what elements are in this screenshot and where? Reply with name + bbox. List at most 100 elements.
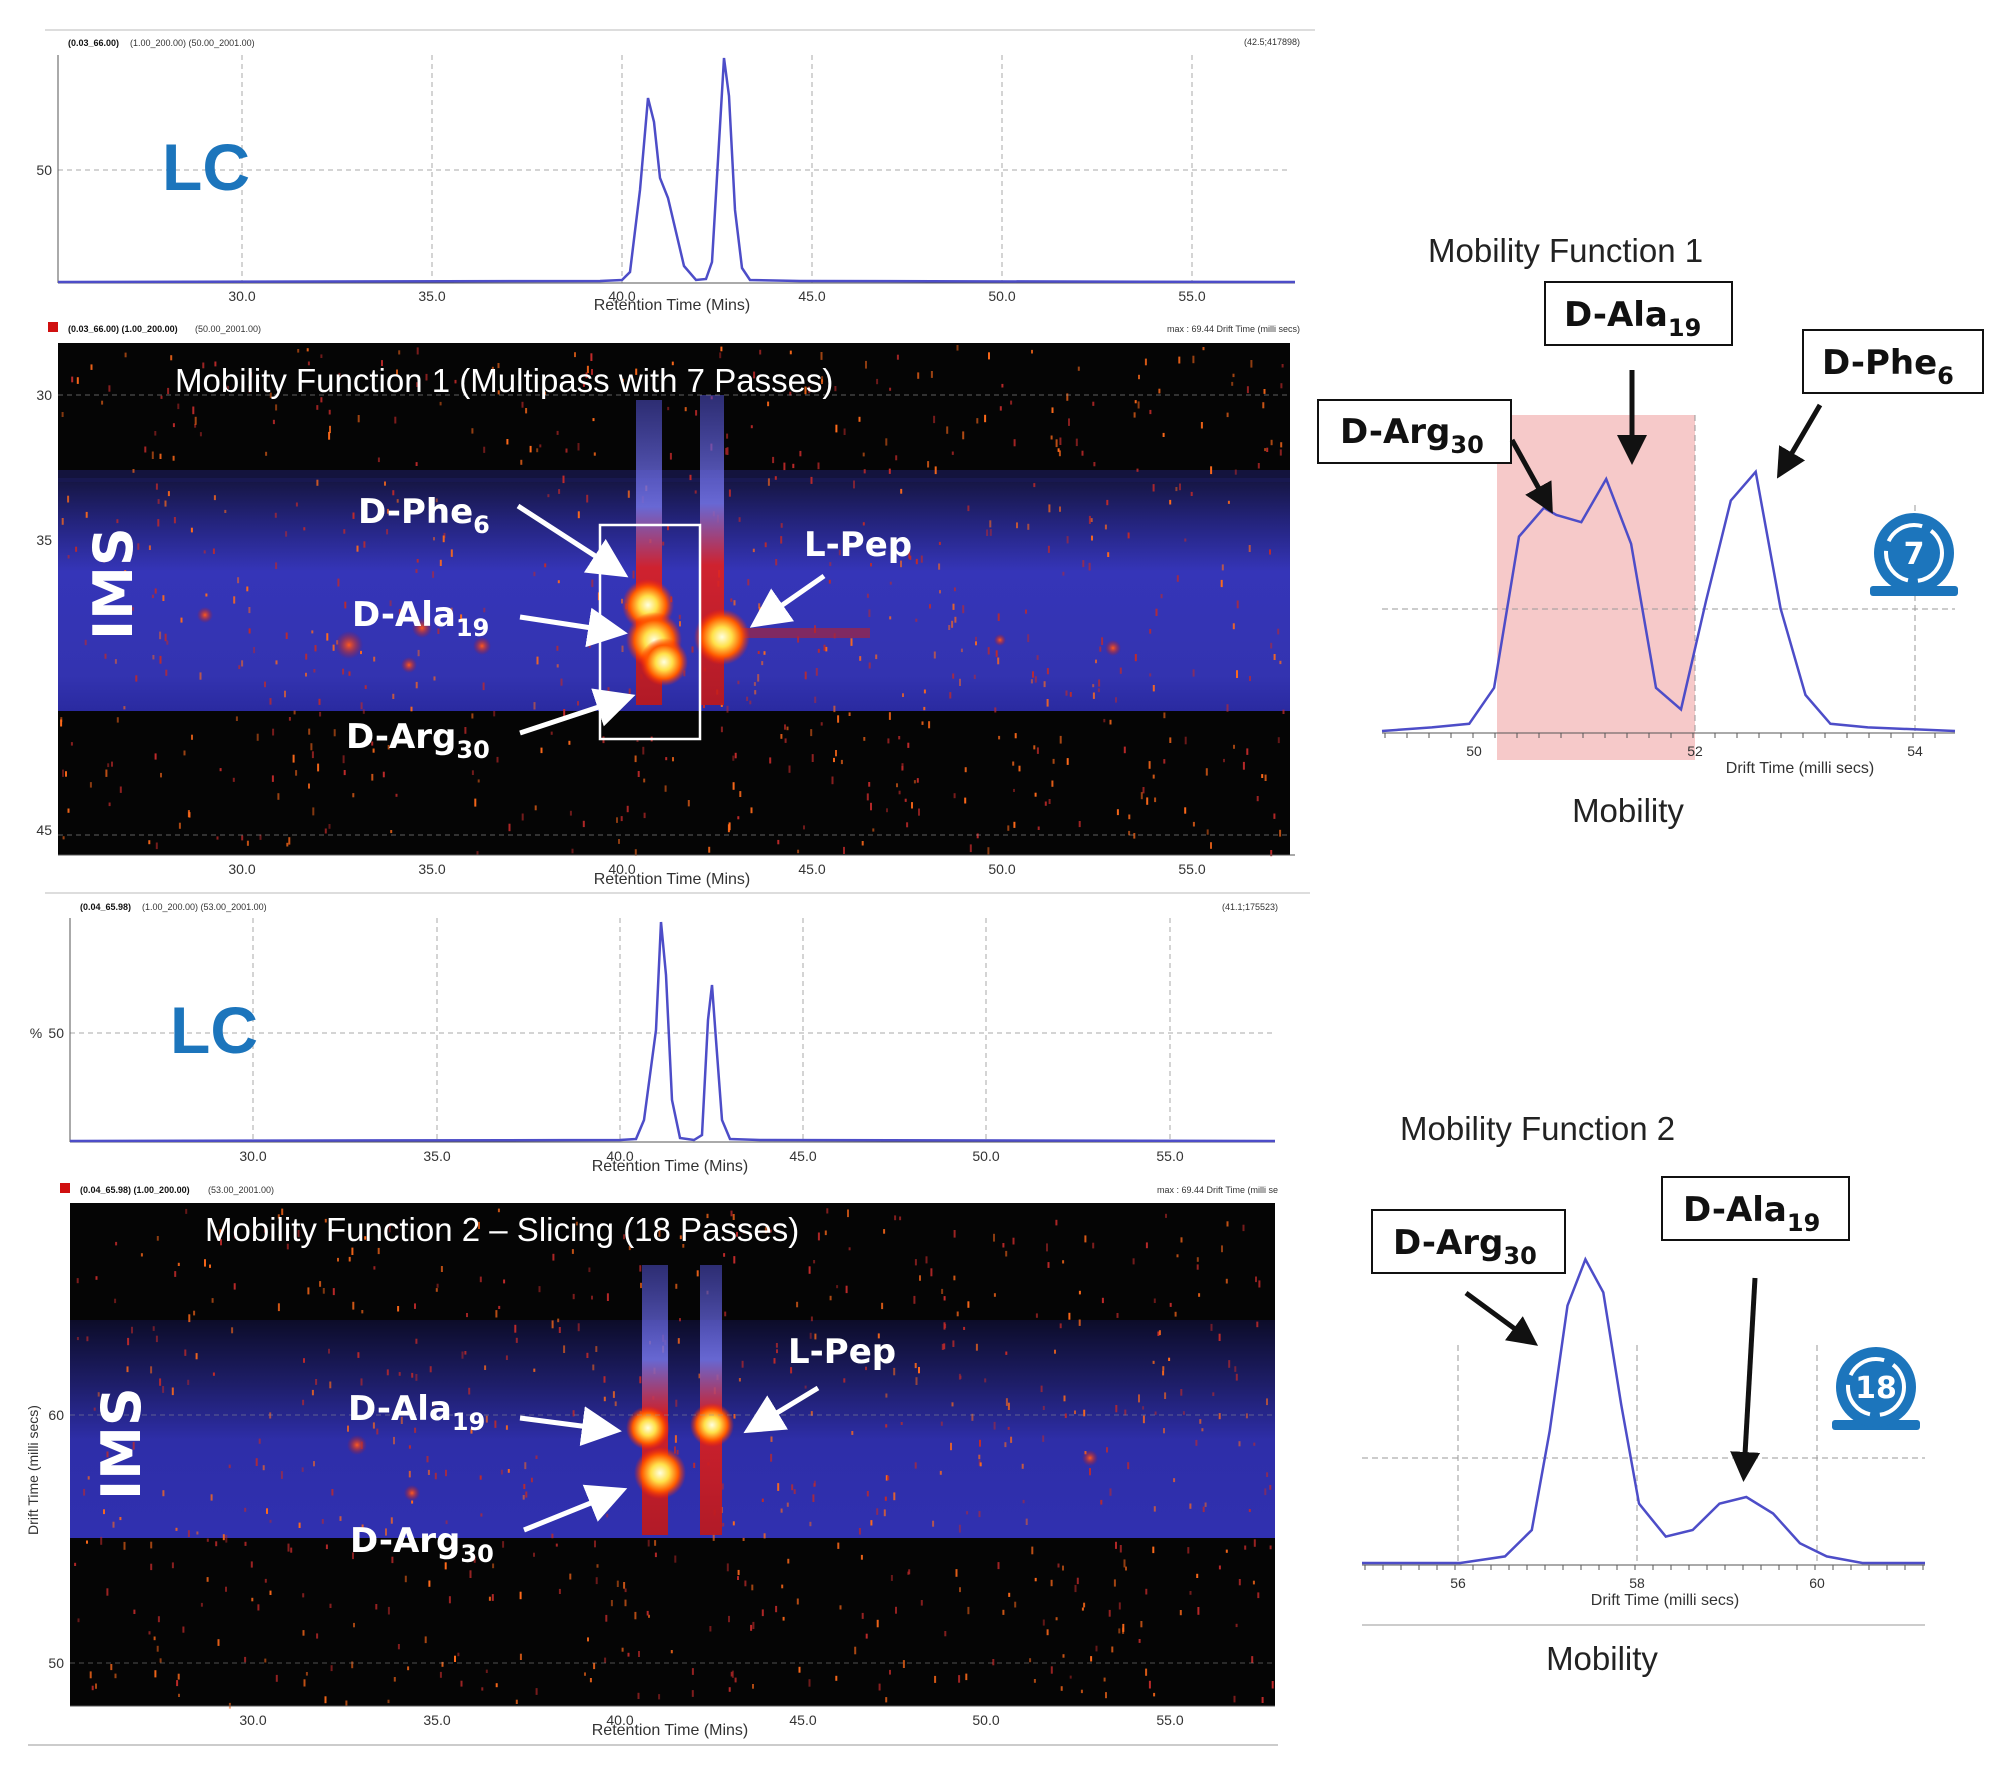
noise-speck (637, 771, 640, 777)
noise-speck (721, 1483, 724, 1490)
noise-speck (1263, 389, 1266, 394)
noise-speck (333, 729, 336, 737)
noise-speck (556, 430, 559, 435)
noise-speck (1257, 1592, 1260, 1599)
noise-speck (784, 738, 787, 743)
noise-speck (481, 1687, 484, 1691)
noise-speck (789, 391, 792, 396)
noise-speck (1059, 437, 1062, 445)
noise-speck (352, 1301, 355, 1310)
noise-speck (1262, 402, 1265, 409)
noise-speck (1051, 780, 1054, 787)
noise-speck (392, 490, 395, 496)
noise-speck (150, 1563, 153, 1571)
noise-speck (1035, 1313, 1038, 1318)
noise-speck (328, 824, 331, 829)
noise-speck (621, 598, 623, 604)
noise-speck (131, 607, 134, 611)
noise-speck (782, 1616, 785, 1621)
noise-speck (521, 401, 524, 408)
ims1-xtick: 50.0 (988, 861, 1015, 877)
lc1-panel: (0.03_66.00) (1.00_200.00) (50.00_2001.0… (36, 29, 1315, 314)
noise-speck (123, 706, 126, 710)
noise-speck (184, 1349, 187, 1356)
noise-speck (1078, 821, 1081, 828)
ims1-label-lpep: L-Pep (804, 525, 912, 565)
noise-speck (1138, 1639, 1141, 1643)
ims2-band (70, 1320, 1275, 1538)
noise-speck (530, 1477, 533, 1483)
noise-speck (277, 1303, 280, 1312)
lc1-trace (57, 57, 1296, 284)
noise-speck (1005, 1250, 1008, 1257)
ims1-ytick: 45 (36, 822, 52, 838)
noise-speck (572, 1293, 575, 1300)
noise-speck (491, 1594, 494, 1601)
noise-speck (524, 1462, 527, 1470)
ims2-header-right: max : 69.44 Drift Time (milli se (1157, 1185, 1278, 1195)
noise-speck (622, 378, 624, 382)
noise-speck (870, 563, 872, 567)
noise-speck (317, 763, 320, 772)
noise-speck (248, 384, 251, 393)
noise-speck (219, 1229, 222, 1236)
ims1-xtick: 40.0 (608, 861, 635, 877)
noise-speck (342, 755, 345, 764)
noise-speck (253, 647, 256, 654)
noise-speck (815, 668, 818, 676)
noise-speck (719, 352, 722, 359)
noise-speck (219, 768, 222, 772)
noise-speck (1279, 449, 1282, 456)
noise-speck (1242, 1224, 1245, 1232)
noise-speck (1149, 409, 1152, 415)
noise-speck (726, 447, 729, 455)
noise-speck (1001, 383, 1004, 388)
noise-speck (791, 1484, 794, 1491)
noise-speck (775, 559, 778, 566)
noise-speck (111, 761, 113, 767)
lc2-xtick: 30.0 (239, 1148, 266, 1164)
noise-speck (177, 1673, 180, 1680)
noise-speck (877, 1333, 880, 1339)
noise-speck (742, 1537, 745, 1541)
noise-speck (737, 1569, 740, 1576)
noise-speck (352, 793, 355, 798)
noise-speck (695, 410, 698, 416)
noise-speck (1281, 364, 1284, 368)
noise-speck (394, 416, 397, 424)
noise-speck (1108, 1609, 1111, 1617)
noise-speck (302, 1630, 305, 1636)
noise-speck (1013, 821, 1016, 828)
mob2-title: Mobility Function 2 (1400, 1110, 1675, 1147)
noise-speck (1128, 830, 1131, 836)
noise-speck (1152, 1360, 1155, 1364)
noise-speck (77, 1618, 80, 1623)
noise-speck (750, 807, 753, 814)
noise-speck (155, 483, 158, 490)
noise-speck (915, 1377, 918, 1385)
noise-speck (442, 535, 445, 543)
noise-speck (1046, 668, 1049, 675)
noise-speck (1142, 1415, 1145, 1424)
noise-speck (902, 1660, 905, 1668)
noise-speck (457, 1652, 460, 1657)
noise-speck (1196, 1573, 1199, 1578)
noise-speck (228, 1464, 231, 1469)
noise-speck (558, 1327, 561, 1333)
noise-speck (361, 1524, 364, 1530)
noise-speck (1074, 1584, 1077, 1593)
noise-speck (61, 518, 64, 525)
noise-speck (888, 468, 891, 474)
noise-speck (817, 648, 820, 653)
noise-speck (847, 1209, 849, 1218)
noise-speck (839, 1605, 842, 1610)
noise-speck (445, 1469, 447, 1477)
noise-speck (1037, 826, 1040, 830)
noise-speck (1095, 1645, 1098, 1652)
noise-speck (642, 746, 645, 755)
noise-speck (188, 1314, 191, 1323)
noise-speck (1269, 549, 1271, 555)
noise-speck (1253, 1539, 1256, 1547)
noise-speck (1261, 1697, 1264, 1703)
